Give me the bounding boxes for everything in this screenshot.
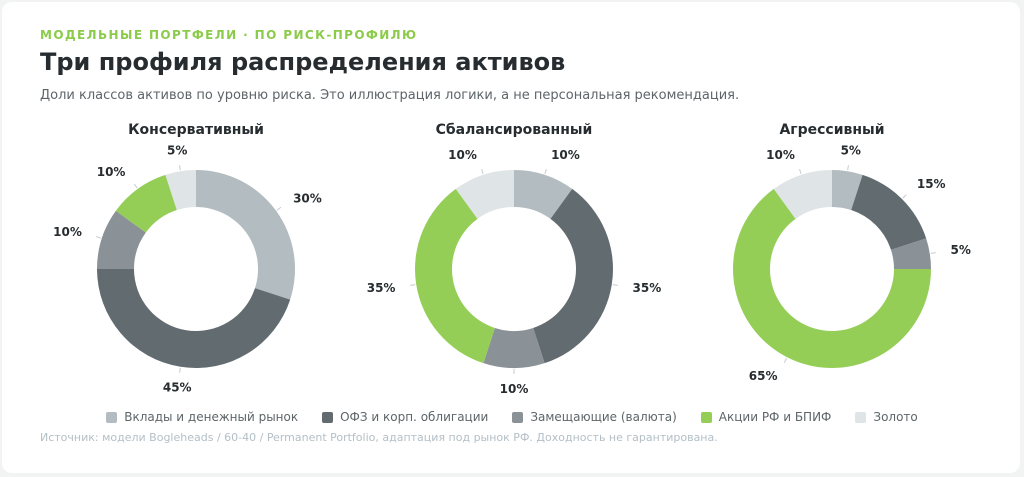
donut-slice: [732, 188, 931, 368]
slice-label: 10%: [97, 165, 126, 179]
legend-swatch: [855, 411, 867, 423]
page-subtitle: Доли классов активов по уровню риска. Эт…: [40, 88, 740, 103]
slice-label: 10%: [448, 148, 477, 162]
legend-label: Золото: [873, 410, 918, 424]
slice-label: 10%: [53, 225, 82, 239]
label-leader: [544, 168, 547, 175]
slice-label: 10%: [551, 148, 580, 162]
donut-slice: [196, 170, 295, 300]
legend-item-stocks: Акции РФ и БПИФ: [700, 410, 832, 424]
slice-label: 5%: [841, 143, 861, 157]
legend-item-deposits: Вклады и денежный рынок: [106, 410, 298, 424]
slice-label: 10%: [500, 382, 529, 396]
slice-label: 5%: [167, 143, 187, 157]
donut-slice: [165, 170, 196, 211]
label-leader: [276, 206, 282, 211]
label-leader: [847, 165, 849, 171]
kicker-label: МОДЕЛЬНЫЕ ПОРТФЕЛИ · ПО РИСК-ПРОФИЛЮ: [40, 28, 418, 42]
donut-slice: [832, 170, 863, 211]
donut-slice: [97, 210, 146, 269]
slice-label: 15%: [917, 177, 946, 191]
legend-swatch: [322, 411, 334, 423]
label-leader: [612, 284, 618, 286]
legend-item-gold: Золото: [855, 410, 918, 424]
label-leader: [799, 168, 802, 175]
slice-label: 45%: [163, 381, 192, 395]
label-leader: [481, 168, 484, 175]
chart-title: Агрессивный: [779, 122, 884, 138]
donut-slice: [115, 174, 177, 233]
slice-label: 35%: [633, 281, 662, 295]
legend-item-bonds: ОФЗ и корп. облигации: [322, 410, 488, 424]
source-note: Источник: модели Bogleheads / 60-40 / Pe…: [40, 431, 718, 444]
label-leader: [410, 284, 416, 286]
donut-slice: [890, 238, 931, 269]
legend-label: Замещающие (валюта): [530, 410, 677, 424]
slice-label: 5%: [951, 243, 971, 257]
label-leader: [95, 236, 102, 239]
donut-slice: [455, 170, 514, 219]
donut-slice: [483, 327, 545, 368]
page-title: Три профиля распределения активов: [40, 48, 566, 76]
donut-slice: [97, 269, 291, 369]
slice-label: 65%: [749, 369, 778, 383]
donut-slice: [773, 170, 832, 219]
slice-label: 35%: [367, 281, 396, 295]
donut-charts: Консервативный 30% 45% 10% 10% 5% Сбалансирова…: [53, 122, 971, 396]
legend-item-replacement-bonds: Замещающие (валюта): [512, 410, 677, 424]
legend-label: Вклады и денежный рынок: [124, 410, 299, 424]
donut-slice: [514, 170, 573, 219]
chart-title: Консервативный: [128, 122, 264, 138]
legend-swatch: [512, 411, 524, 423]
slice-label: 10%: [766, 148, 795, 162]
slice-label: 30%: [293, 191, 322, 205]
label-leader: [133, 183, 138, 189]
legend-swatch: [106, 411, 118, 423]
label-leader: [179, 367, 181, 373]
donut-slice: [533, 188, 614, 364]
legend-label: Акции РФ и БПИФ: [718, 410, 832, 424]
label-leader: [783, 357, 788, 363]
legend-swatch: [700, 411, 712, 423]
label-leader: [902, 194, 907, 199]
label-leader: [179, 165, 181, 171]
donut-slice: [851, 174, 927, 250]
donut-slice: [414, 188, 495, 364]
legend-label: ОФЗ и корп. облигации: [340, 410, 489, 424]
legend: Вклады и денежный рынок ОФЗ и корп. обли…: [0, 410, 1024, 424]
label-leader: [930, 252, 936, 254]
chart-title: Сбалансированный: [436, 122, 593, 138]
